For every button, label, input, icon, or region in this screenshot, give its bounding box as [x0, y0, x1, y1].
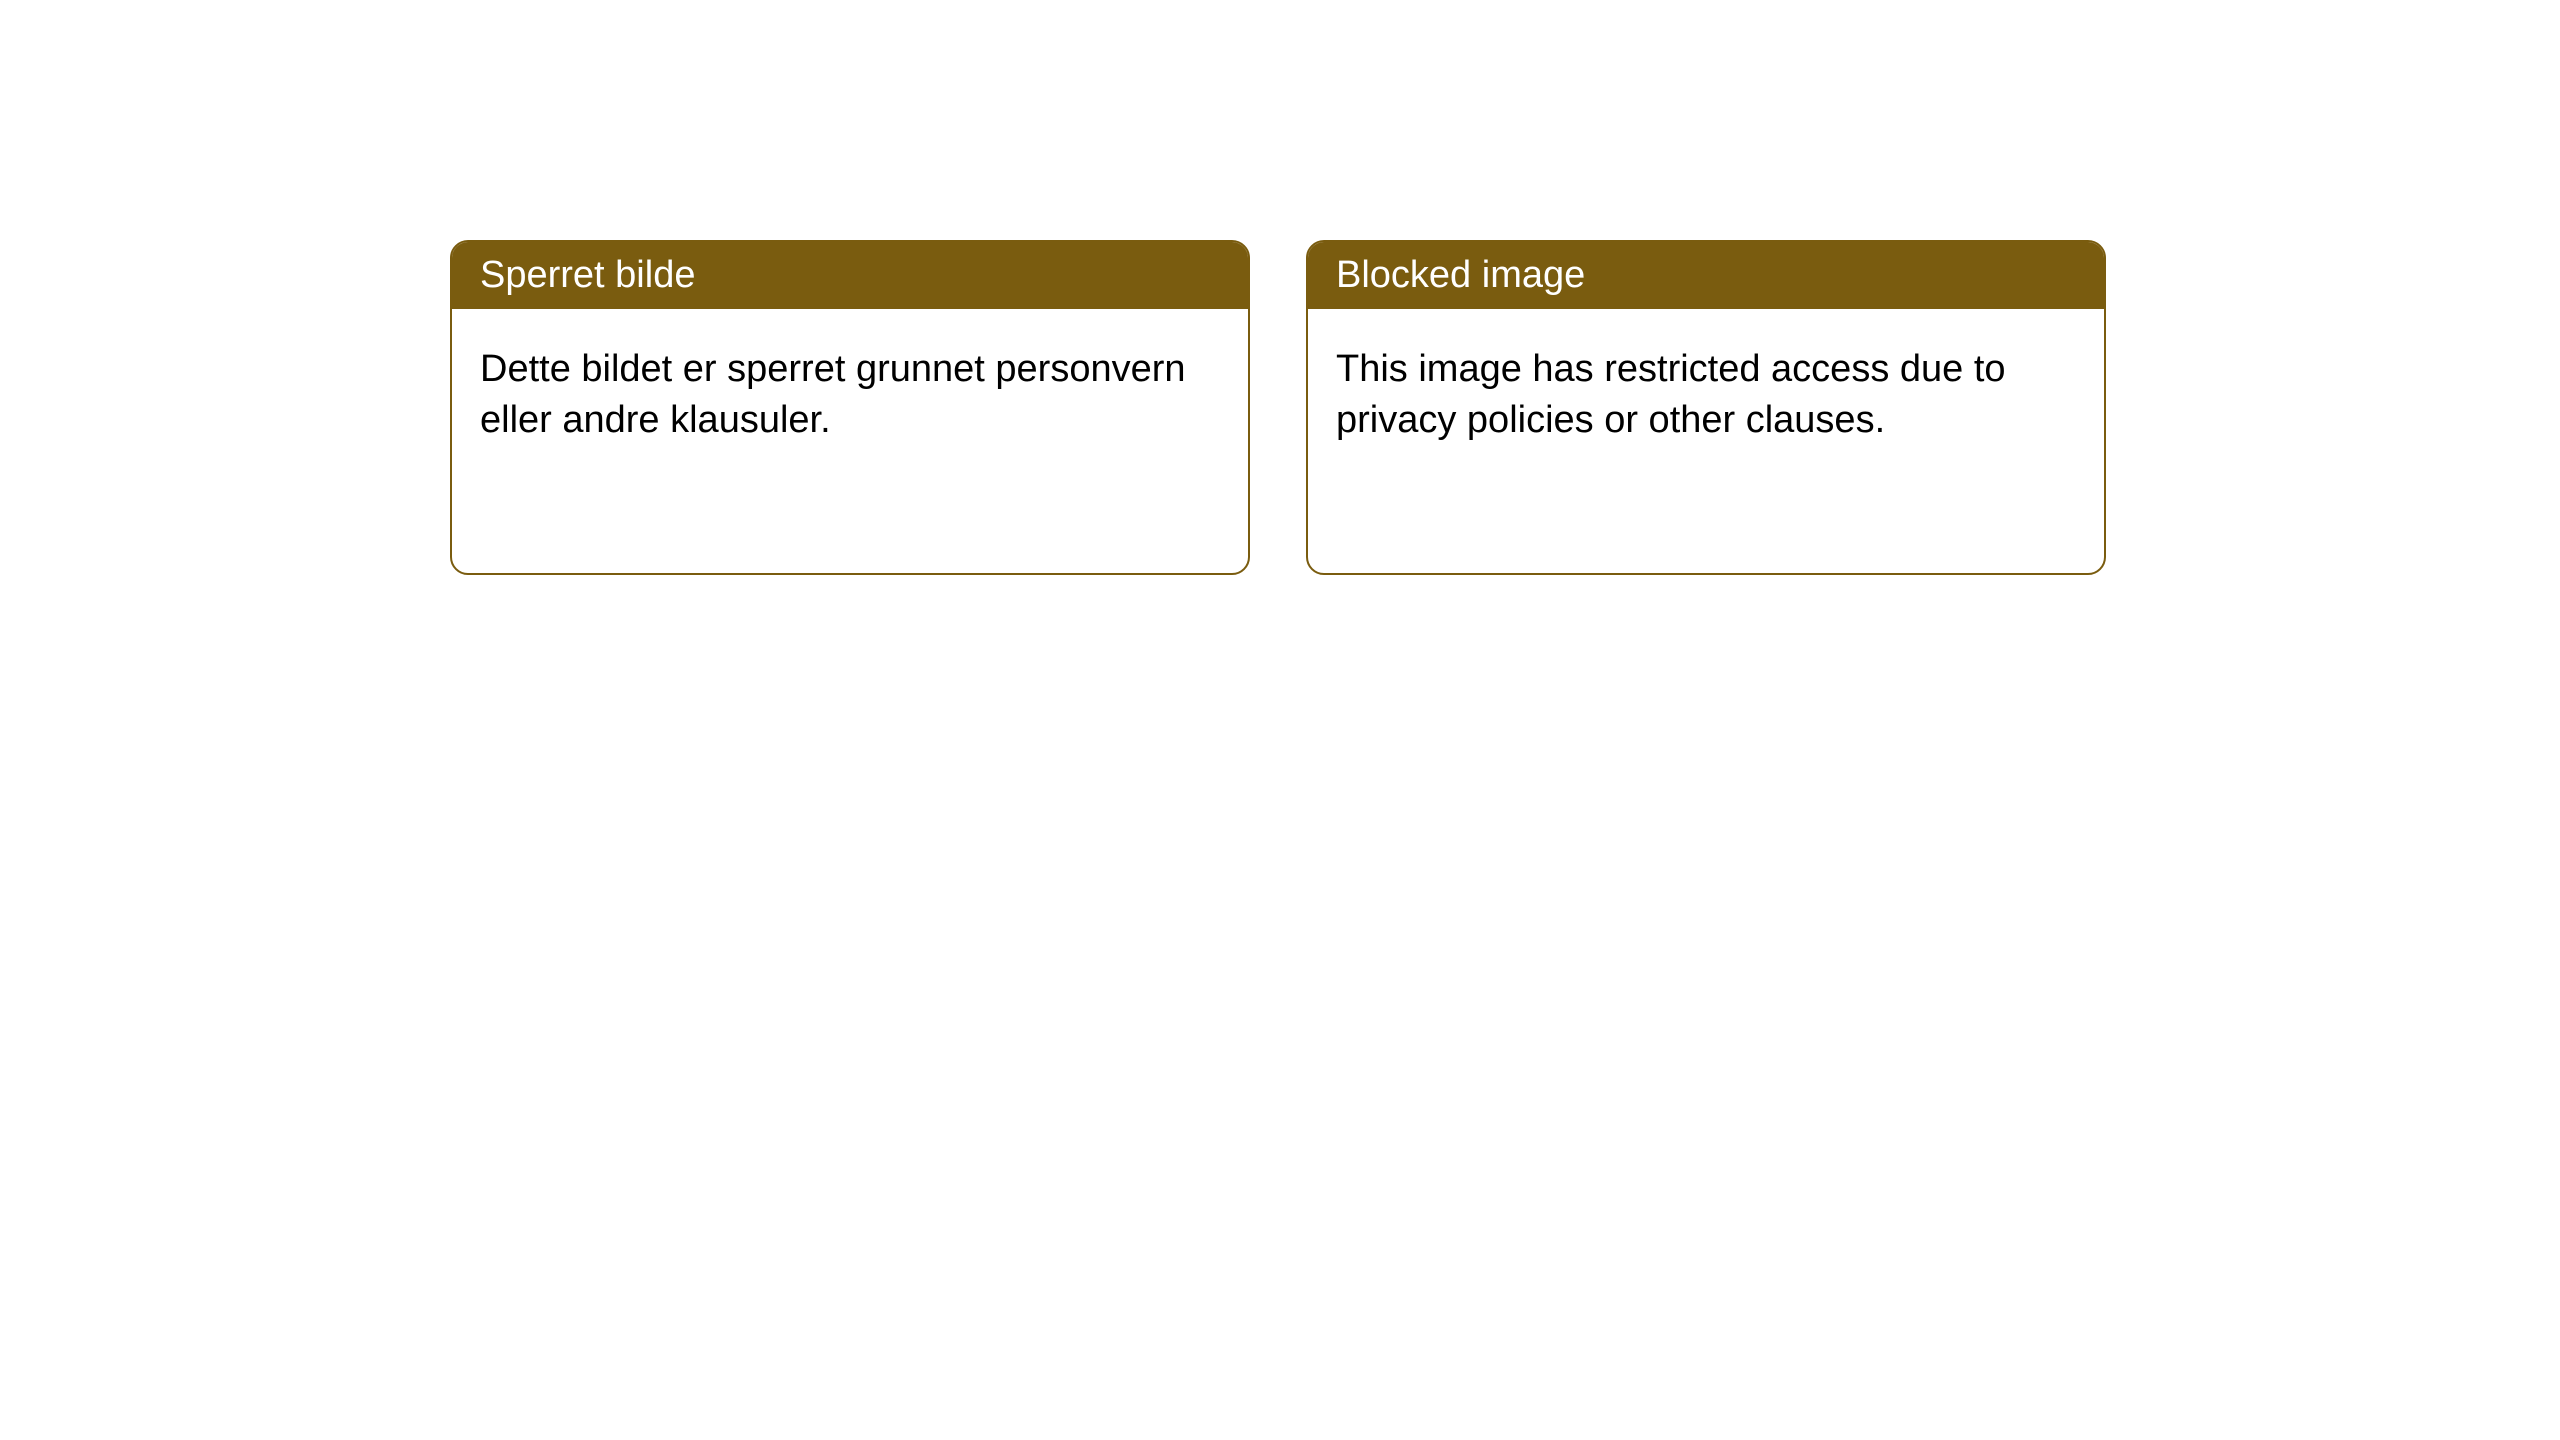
card-header: Sperret bilde	[452, 242, 1248, 309]
card-title: Blocked image	[1336, 254, 1585, 296]
card-container: Sperret bilde Dette bildet er sperret gr…	[450, 240, 2106, 575]
card-message: Dette bildet er sperret grunnet personve…	[480, 348, 1186, 441]
card-body: Dette bildet er sperret grunnet personve…	[452, 309, 1248, 482]
blocked-image-card-norwegian: Sperret bilde Dette bildet er sperret gr…	[450, 240, 1250, 575]
blocked-image-card-english: Blocked image This image has restricted …	[1306, 240, 2106, 575]
card-title: Sperret bilde	[480, 254, 695, 296]
card-message: This image has restricted access due to …	[1336, 348, 2006, 441]
card-body: This image has restricted access due to …	[1308, 309, 2104, 482]
card-header: Blocked image	[1308, 242, 2104, 309]
